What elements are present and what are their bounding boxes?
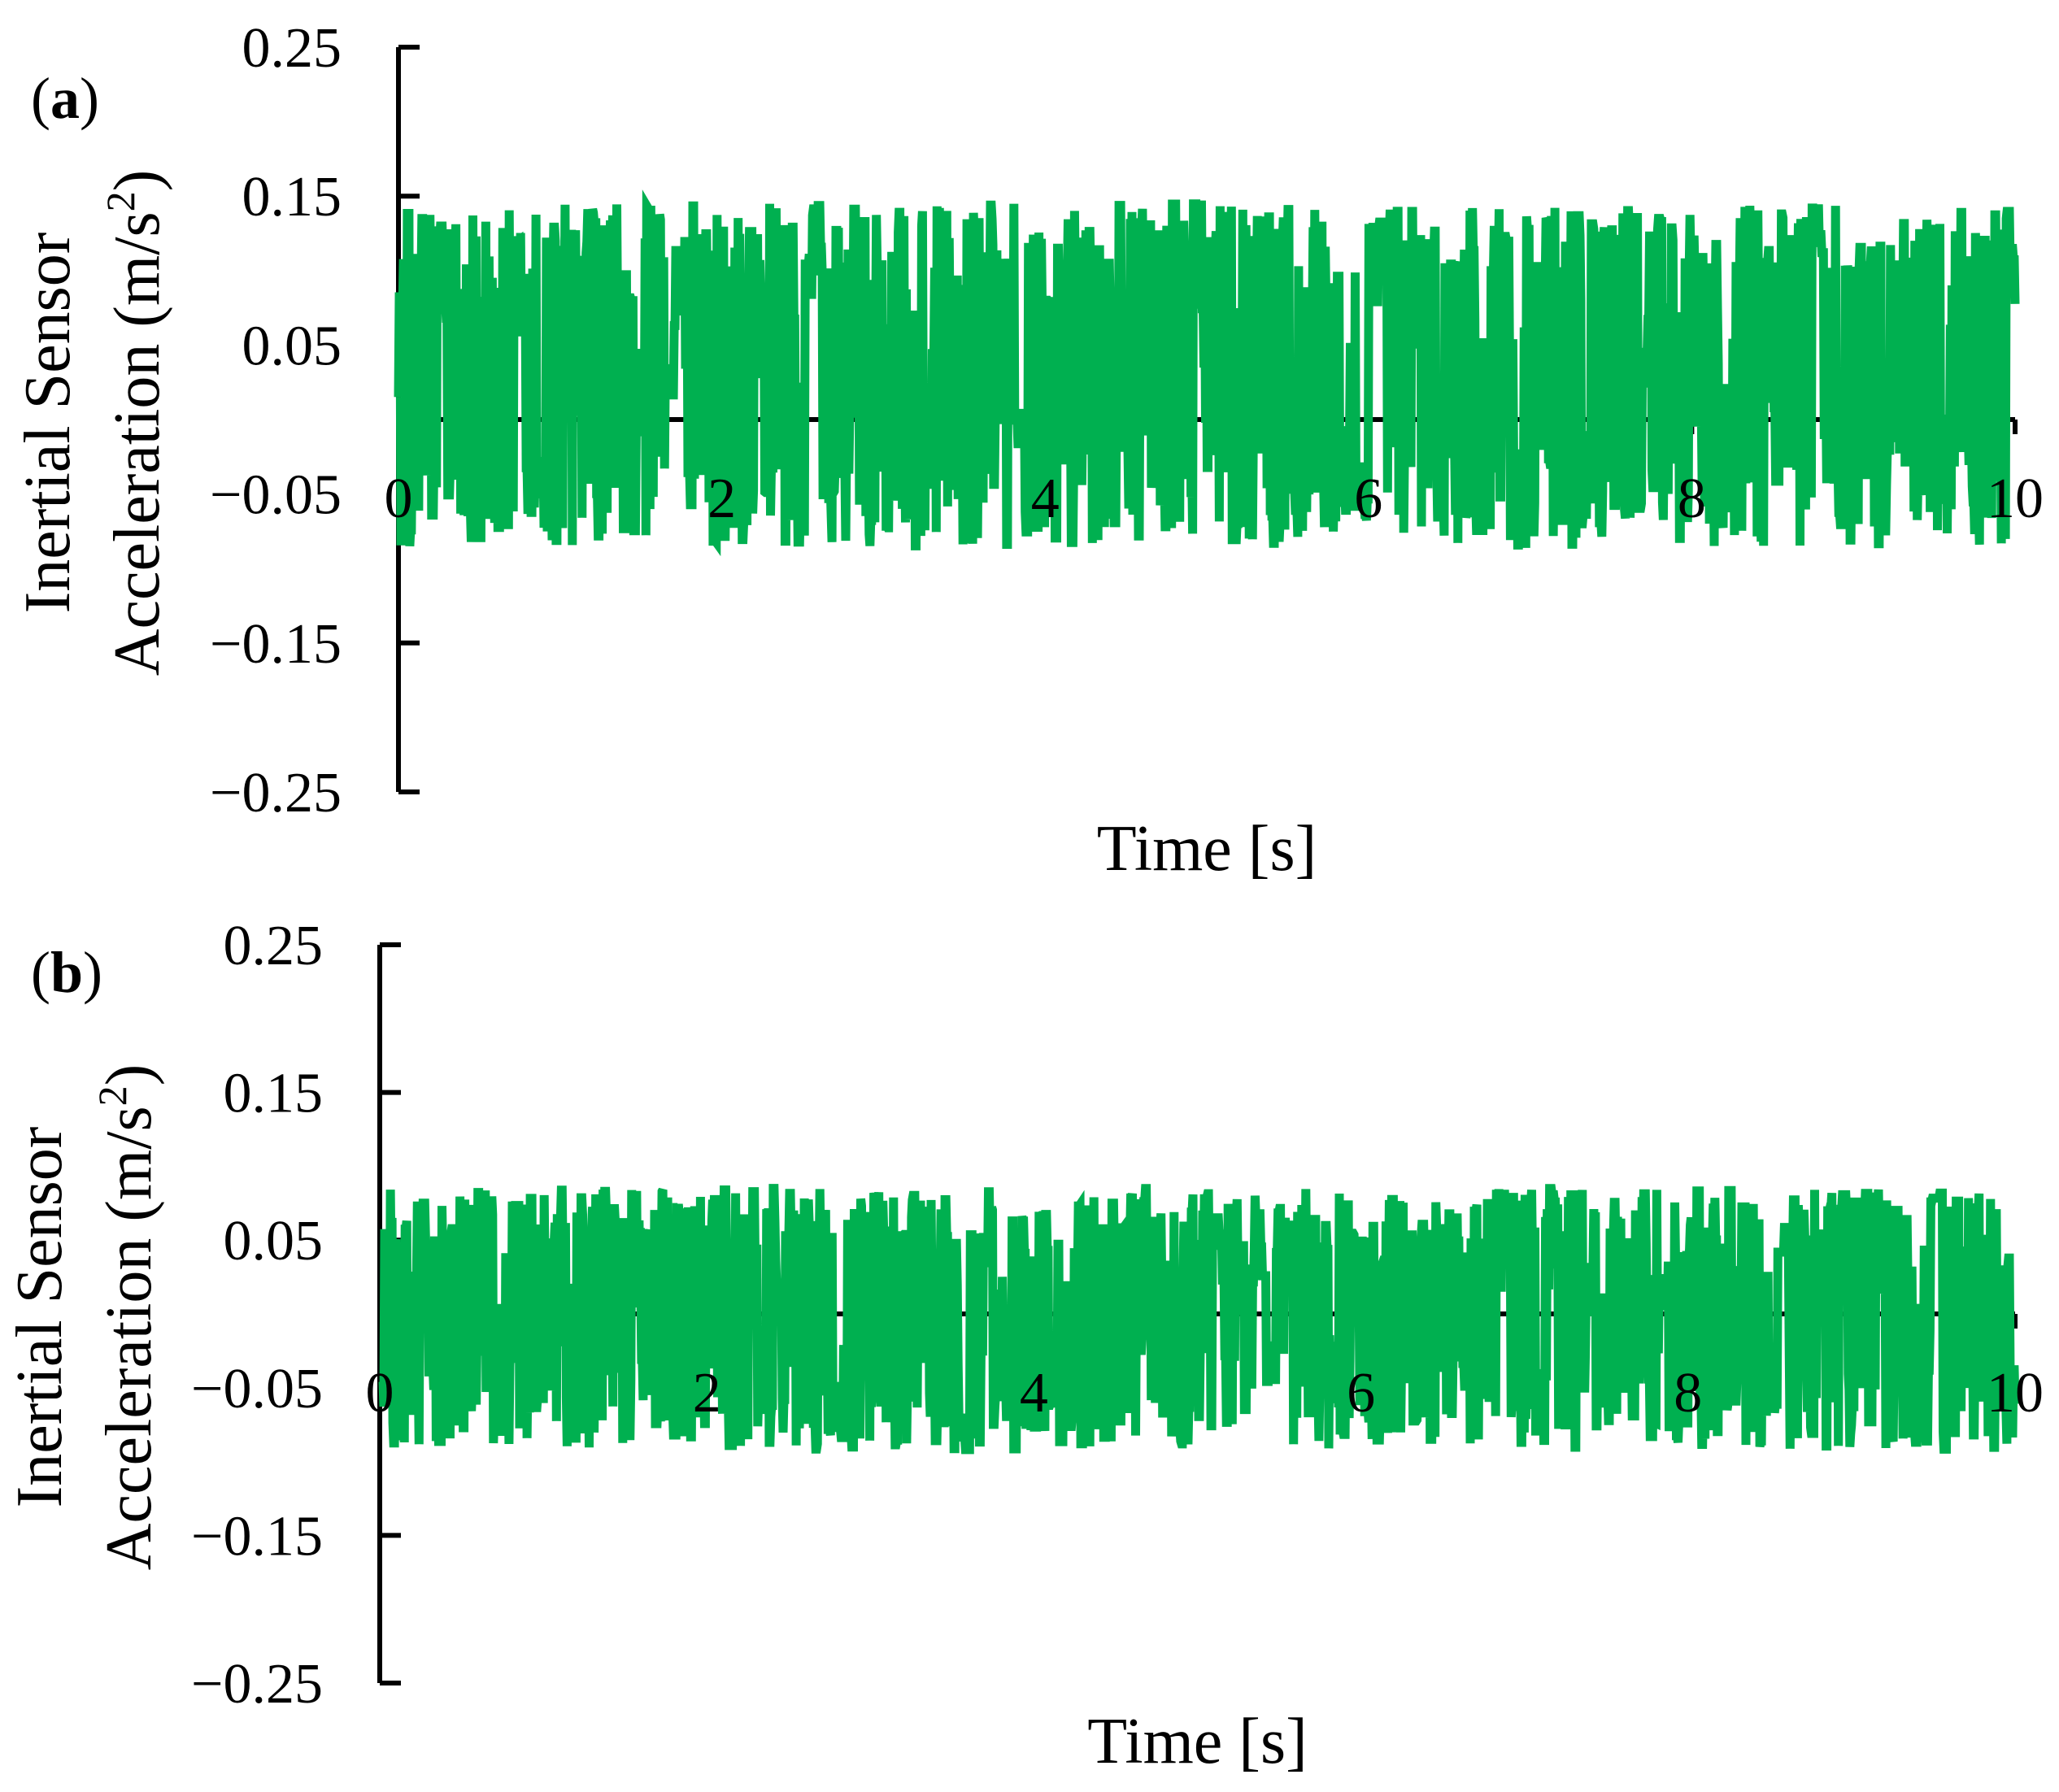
x-tick-label: 6 [1347, 1362, 1375, 1424]
y-axis-title-line1: Inertial Sensor [4, 1127, 76, 1508]
panel-label-letter: a [50, 66, 80, 131]
y-tick-label: −0.05 [210, 464, 342, 527]
panel-label-close: ) [83, 940, 102, 1005]
x-tick-label: 4 [1020, 1362, 1048, 1424]
y-tick-label: 0.05 [224, 1210, 324, 1272]
series-line [394, 189, 2020, 557]
y-tick-label: −0.15 [191, 1505, 323, 1568]
x-tick-label: 4 [1031, 468, 1060, 530]
panel-label-letter: b [50, 940, 83, 1005]
chart-panel-a: 0.25 0.15 0.05 −0.05 −0.15 −0.25 0 2 4 6 8 10 Time [… [12, 17, 2044, 885]
y-tick-label: −0.15 [210, 613, 342, 676]
y-axis-title-line2: Acceleration (m/s2) [98, 170, 173, 676]
panel-label: (b) [31, 940, 102, 1005]
panel-label-open: ( [31, 940, 50, 1005]
y-tick-label: 0.25 [242, 17, 342, 80]
y-tick-label: 0.25 [224, 915, 324, 977]
x-tick-label: 0 [385, 468, 413, 530]
series-line [378, 1184, 2020, 1455]
y-tick-label: −0.05 [191, 1358, 323, 1420]
y-axis-title-text: Acceleration (m/s [94, 1106, 165, 1570]
y-axis-title-text: Acceleration (m/s [102, 211, 173, 676]
panel-label-close: ) [80, 66, 99, 131]
x-tick-label: 10 [1987, 1362, 2044, 1424]
x-axis-title: Time [s] [1097, 813, 1317, 885]
y-axis-title-line2: Acceleration (m/s2) [89, 1064, 165, 1571]
panel-label-open: ( [31, 66, 50, 131]
x-tick-label: 8 [1674, 1362, 1702, 1424]
y-axis-title-line1: Inertial Sensor [12, 233, 84, 614]
chart-panel-b: 0.25 0.15 0.05 −0.05 −0.15 −0.25 0 2 4 6 8 10 Time [… [4, 915, 2044, 1777]
y-tick-label: 0.15 [242, 166, 342, 228]
x-tick-label: 2 [693, 1362, 721, 1424]
y-axis-title-superscript: 2 [98, 191, 143, 211]
x-tick-label: 6 [1354, 468, 1382, 530]
x-tick-label: 10 [1987, 468, 2044, 530]
y-axis-title-close: ) [94, 1064, 165, 1086]
x-tick-label: 8 [1678, 468, 1706, 530]
y-tick-label: −0.25 [191, 1653, 323, 1716]
y-tick-label: 0.05 [242, 315, 342, 377]
y-tick-label: −0.25 [210, 762, 342, 824]
x-axis-title: Time [s] [1087, 1706, 1307, 1777]
x-tick-label: 0 [366, 1362, 394, 1424]
panel-label: (a) [31, 66, 99, 131]
y-axis-title-superscript: 2 [89, 1085, 135, 1106]
x-tick-label: 2 [707, 468, 736, 530]
y-axis-title-close: ) [102, 170, 173, 192]
y-tick-label: 0.15 [224, 1063, 324, 1125]
